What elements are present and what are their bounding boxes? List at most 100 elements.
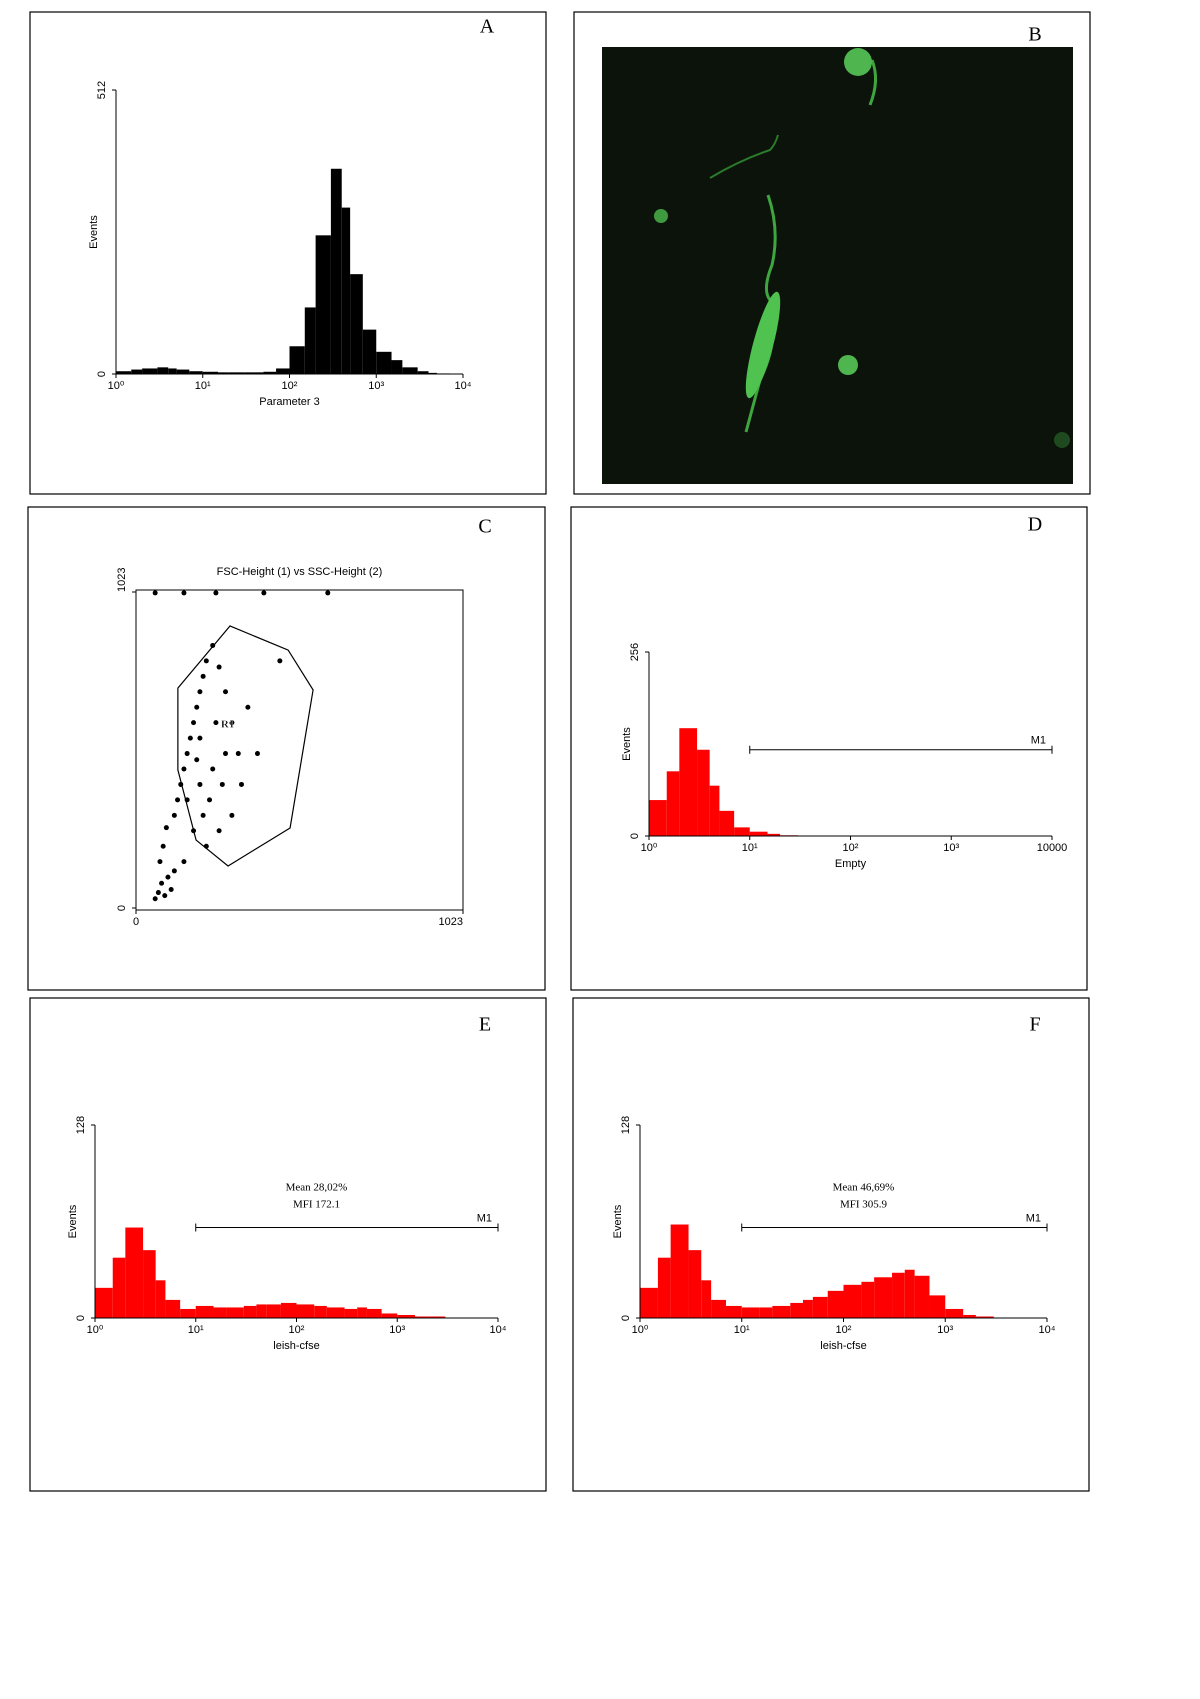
histogram-bar [741,1307,760,1318]
x-tick-label: 10¹ [742,842,758,854]
histogram-bar [719,810,735,836]
panel-frame [573,11,1091,495]
histogram-bar [843,1284,862,1318]
scatter-point [277,658,283,664]
histogram-bar [657,1257,671,1318]
x-tick-label: 10⁴ [490,1324,507,1336]
panel-frame [29,997,547,1492]
histogram-bar [254,372,264,374]
x-tick-label: 10¹ [734,1324,750,1336]
x-tick-label: 10¹ [195,380,211,392]
histogram-bar [213,1307,227,1318]
panel-label: B [1028,24,1041,46]
panel-label: E [479,1014,491,1036]
scatter-point [187,735,193,741]
histogram-bar [790,1302,804,1318]
scatter-point [159,880,165,886]
scatter-point [254,751,260,757]
scatter-point [235,751,241,757]
panel-frame [572,997,1090,1492]
histogram-bar [176,369,190,374]
scatter-point [197,781,203,787]
histogram-bar [391,360,403,374]
chart-title: FSC-Height (1) vs SSC-Height (2) [217,566,383,578]
scatter-point [200,812,206,818]
x-axis-label: leish-cfse [820,1340,866,1352]
gate-region [177,625,314,867]
histogram-bar [330,168,342,374]
gate-label: R1 [221,718,234,730]
cell [654,209,668,223]
x-tick-label: 10² [282,380,298,392]
scatter-point [191,720,197,726]
histogram-bar [975,1316,994,1318]
histogram-bar [701,1280,712,1318]
panel-label: F [1029,1014,1040,1036]
scatter-point [175,797,181,803]
histogram-bar [397,1314,415,1318]
annotation: Mean 28,02% [286,1182,348,1194]
x-tick-label: 10³ [368,380,384,392]
histogram-bar [344,1308,358,1318]
histogram-bar [326,1307,345,1318]
panel-label: A [480,16,495,38]
histogram-bar [679,728,698,836]
scatter-point [238,781,244,787]
scatter-point [152,896,158,902]
histogram-bar [697,749,710,836]
histogram-bar [945,1308,964,1318]
y-axis-label: Events [88,215,100,249]
histogram-bar [218,372,229,374]
y-tick-label: 512 [96,81,108,99]
x-tick-label: 10² [843,842,859,854]
y-tick-label: 1023 [116,568,128,592]
histogram-bar [289,346,305,374]
histogram-bar [734,827,750,836]
scatter-point [171,812,177,818]
scatter-point [181,590,187,596]
histogram-bar [165,1299,181,1318]
x-tick-label: 0 [133,916,139,928]
marker-label: M1 [477,1212,492,1224]
y-axis-label: Events [621,727,633,761]
histogram-bar [666,771,680,836]
scatter-point [245,704,251,710]
x-tick-label: 10³ [943,842,959,854]
scatter-point [165,874,171,880]
histogram-bar [427,1316,446,1318]
scatter-point [213,590,219,596]
scatter-point [325,590,331,596]
histogram-bar [709,785,720,836]
histogram-bar [725,1305,742,1318]
histogram-bar [402,367,418,374]
x-axis-label: leish-cfse [273,1340,319,1352]
histogram-bar [168,368,177,374]
scatter-point [219,781,225,787]
x-tick-label: 10⁰ [641,842,658,854]
x-tick-label: 10⁴ [455,380,472,392]
histogram-bar [362,329,377,374]
flagellum [868,59,877,106]
parasite-body [745,291,781,399]
y-tick-label: 0 [116,905,128,911]
x-tick-label: 10⁰ [87,1324,104,1336]
histogram-bar [125,1227,144,1318]
histogram-bar [827,1290,844,1318]
y-tick-label: 0 [629,833,641,839]
scatter-point [223,689,229,695]
y-tick-label: 256 [629,643,641,661]
scatter-point [203,658,209,664]
x-tick-label: 10⁴ [1039,1324,1056,1336]
histogram-bar [688,1250,702,1318]
histogram-bar [131,369,143,374]
histogram-bar [276,368,290,374]
histogram-bar [280,1302,297,1318]
scatter-point [216,828,222,834]
cell [844,48,872,76]
micrograph-background [602,47,1073,484]
histogram-bar [357,1307,367,1318]
histogram-bar [711,1299,726,1318]
y-tick-label: 128 [620,1116,632,1134]
scatter-point [261,590,267,596]
